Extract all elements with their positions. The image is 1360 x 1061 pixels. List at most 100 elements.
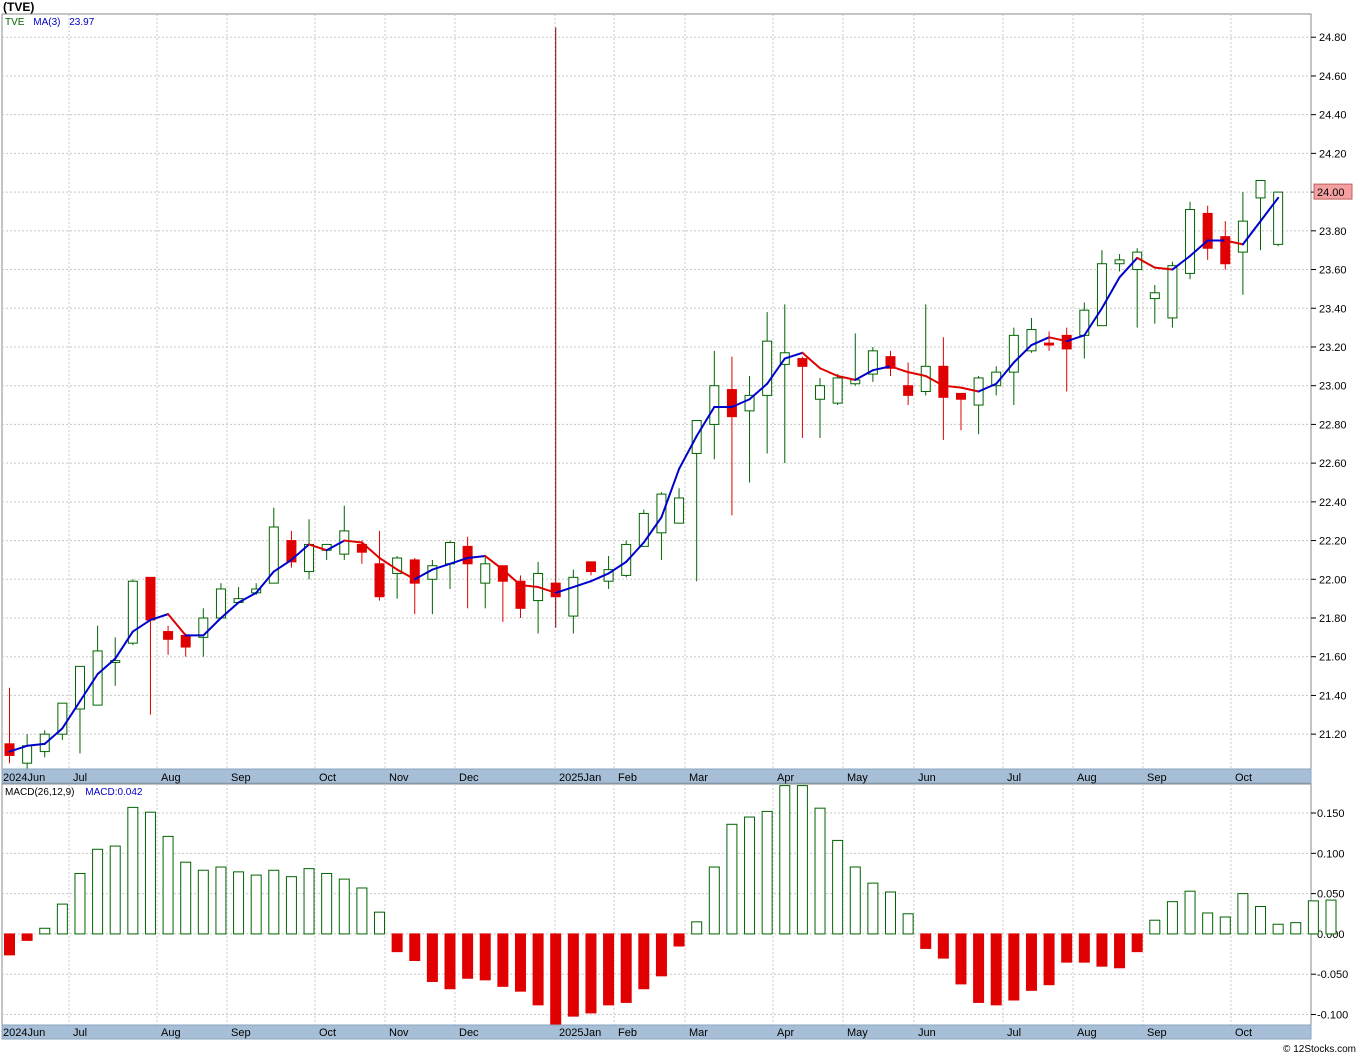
price-legend: TVE MA(3) 23.97 (5, 17, 95, 28)
macd-bar (990, 933, 1002, 1006)
macd-y-tick-label: 0.050 (1317, 889, 1345, 901)
ma-segment (325, 539, 346, 552)
macd-bar (285, 876, 297, 935)
macd-bar (550, 933, 562, 1026)
macd-bar (532, 933, 544, 1006)
price-y-tick-label: 23.00 (1319, 381, 1347, 393)
last-price-tag (1313, 183, 1353, 200)
price-y-tick-label: 24.80 (1319, 32, 1347, 44)
price-x-tick-label: Jun (918, 772, 936, 784)
ma-segment (114, 630, 134, 660)
candle-body (585, 561, 596, 573)
macd-bar (92, 848, 104, 935)
ma-segment (167, 613, 187, 637)
macd-bar (655, 933, 667, 977)
macd-bar (885, 891, 896, 935)
macd-bar (1025, 933, 1037, 991)
price-x-tick-label: Aug (161, 772, 181, 784)
ma-segment (607, 560, 628, 575)
ma-segment (96, 657, 117, 676)
ma-segment (237, 591, 258, 604)
ma-segment (783, 351, 804, 360)
ma-segment (1083, 307, 1103, 337)
ma-segment (801, 351, 822, 370)
macd-bar (1325, 899, 1337, 935)
macd-x-tick-label: Nov (389, 1027, 409, 1039)
candle-body (462, 545, 473, 565)
candle-body (744, 394, 755, 412)
candle-body (22, 745, 33, 764)
candle-body (127, 580, 138, 644)
macd-bar (338, 878, 350, 935)
candle-body (268, 526, 279, 584)
price-x-tick-label: Nov (389, 772, 409, 784)
macd-bar (1219, 916, 1231, 935)
ma-segment (537, 586, 557, 594)
macd-bar (744, 816, 756, 935)
macd-x-tick-label: Jun (918, 1027, 936, 1039)
ma-segment (1065, 334, 1086, 343)
price-y-tick-label: 22.60 (1319, 458, 1347, 470)
price-panel (1, 13, 1312, 770)
ma-segment (8, 744, 29, 753)
price-x-tick-label: Mar (689, 772, 708, 784)
macd-bar (708, 866, 720, 935)
macd-bar (197, 869, 209, 935)
ma-segment (360, 541, 381, 559)
macd-x-axis: 2024Jun Jul Aug Sep Oct Nov Dec 2025Jan Feb Mar Ap… (3, 1027, 1252, 1039)
macd-x-tick-label: Sep (231, 1027, 251, 1039)
ma-segment (413, 568, 434, 581)
macd-bar (902, 913, 914, 935)
macd-bar (603, 933, 615, 1006)
macd-x-tick-label: Oct (319, 1027, 336, 1039)
macd-bar (567, 933, 579, 1017)
macd-y-tick-label: 0.150 (1317, 808, 1345, 820)
ma-segment (1241, 220, 1262, 246)
macd-bar (109, 845, 121, 935)
price-x-tick-label: Sep (1147, 772, 1167, 784)
ma-segment (43, 727, 64, 745)
macd-bar (162, 835, 174, 935)
macd-bar (1255, 906, 1267, 935)
macd-x-axis-band (1, 1024, 1312, 1040)
price-y-axis: 21.20 21.40 21.60 21.80 22.00 22.20 22.40 22.60… (1311, 32, 1347, 741)
ma-segment (519, 584, 540, 589)
ma-segment (272, 558, 293, 573)
ma-segment (431, 562, 451, 571)
price-x-tick-label: 2025Jan (559, 772, 601, 784)
ma-segment (466, 555, 487, 559)
candle-body (57, 702, 68, 735)
price-x-axis: 2024Jun Jul Aug Sep Oct Nov Dec 2025Jan Feb Mar Ap… (3, 772, 1252, 784)
macd-y-tick-label: -0.100 (1317, 1010, 1348, 1022)
macd-x-tick-label: Sep (1147, 1027, 1167, 1039)
macd-bar (973, 933, 985, 1003)
price-x-tick-label: 2024Jun (3, 772, 45, 784)
macd-x-tick-label: Aug (161, 1027, 181, 1039)
macd-bar (303, 868, 315, 935)
macd-x-tick-label: Aug (1077, 1027, 1097, 1039)
price-x-tick-label: Jul (1007, 772, 1021, 784)
macd-bars (4, 785, 1337, 1026)
price-y-tick-label: 23.60 (1319, 265, 1347, 277)
candle-body (1255, 179, 1266, 199)
legend-symbol: TVE (5, 17, 25, 28)
macd-bar (955, 933, 967, 985)
ma-segment (1030, 336, 1051, 347)
macd-x-tick-label: Oct (1235, 1027, 1252, 1039)
price-y-tick-label: 23.20 (1319, 342, 1347, 354)
ma-segment (1118, 256, 1139, 279)
candle-body (1220, 236, 1231, 265)
ma-segment (924, 375, 945, 387)
ma-segment (484, 555, 504, 571)
macd-bar (56, 903, 68, 935)
candle-body (638, 512, 649, 547)
macd-bar (74, 872, 86, 935)
candle-body (198, 617, 209, 638)
macd-bar (462, 933, 474, 979)
candle-body (1044, 342, 1055, 346)
ma-segment (343, 539, 363, 544)
candle-body (1096, 263, 1107, 327)
macd-x-tick-label: Apr (777, 1027, 794, 1039)
candle-body (356, 543, 367, 553)
credit: © 12Stocks.com (1283, 1044, 1356, 1055)
